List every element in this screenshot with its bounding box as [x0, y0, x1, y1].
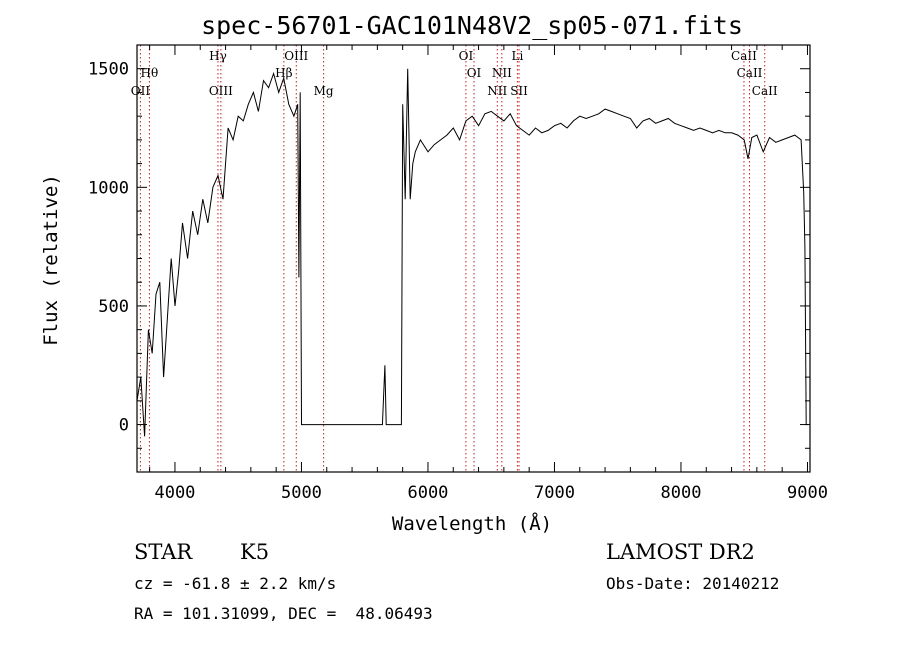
x-tick-label: 9000 — [787, 483, 828, 503]
y-axis-label: Flux (relative) — [40, 174, 62, 346]
spectral-line-label: OIII — [209, 84, 233, 98]
spectral-line-label: OIII — [284, 49, 308, 63]
plot-frame — [136, 44, 811, 473]
spectral-line-label: Hγ — [209, 49, 227, 63]
x-tick-label: 4000 — [154, 483, 195, 503]
spectral-line-label: CaII — [731, 49, 757, 63]
spectral-line-label: NII — [492, 66, 512, 80]
spectral-line-label: SII — [510, 84, 528, 98]
series-layer — [136, 68, 808, 437]
survey-name: LAMOST DR2 — [606, 540, 755, 564]
subclass: K5 — [240, 540, 270, 564]
x-axis-label: Wavelength (Å) — [392, 512, 552, 535]
x-tick-label: 6000 — [407, 483, 448, 503]
flux-series-line — [136, 68, 808, 437]
obs-date-text: Obs-Date: 20140212 — [606, 574, 780, 593]
chart-title: spec-56701-GAC101N48V2_sp05-071.fits — [201, 11, 743, 40]
spectral-line-label: OII — [131, 84, 151, 98]
spectral-line-label: OI — [459, 49, 474, 63]
ticks-layer: 4000 5000 6000 7000 8000 9000 0 500 1000 1500 — [88, 44, 828, 503]
y-tick-label: 0 — [119, 416, 129, 436]
x-tick-label: 5000 — [281, 483, 322, 503]
y-tick-label: 1000 — [88, 178, 129, 198]
x-tick-label: 7000 — [534, 483, 575, 503]
object-type: STAR — [134, 540, 193, 564]
redshift-text: cz = -61.8 ± 2.2 km/s — [134, 574, 337, 593]
spectral-line-label: Li — [511, 49, 523, 63]
spectral-lines-layer: Hθ OII Hγ OIII Hβ OIII Mg OI OI NII NII Li SII CaII Ca… — [131, 45, 778, 472]
spectral-line-label: CaII — [752, 84, 778, 98]
y-tick-label: 1500 — [88, 60, 129, 80]
spectral-line-label: Mg — [314, 84, 334, 98]
y-tick-label: 500 — [98, 297, 129, 317]
spectral-line-label: CaII — [737, 66, 763, 80]
x-tick-label: 8000 — [660, 483, 701, 503]
spectral-line-label: NII — [487, 84, 507, 98]
radec-text: RA = 101.31099, DEC = 48.06493 — [134, 604, 433, 623]
spectral-line-label: Hβ — [275, 66, 292, 80]
spectral-line-label: OI — [467, 66, 482, 80]
spectral-line-label: Hθ — [141, 66, 159, 80]
